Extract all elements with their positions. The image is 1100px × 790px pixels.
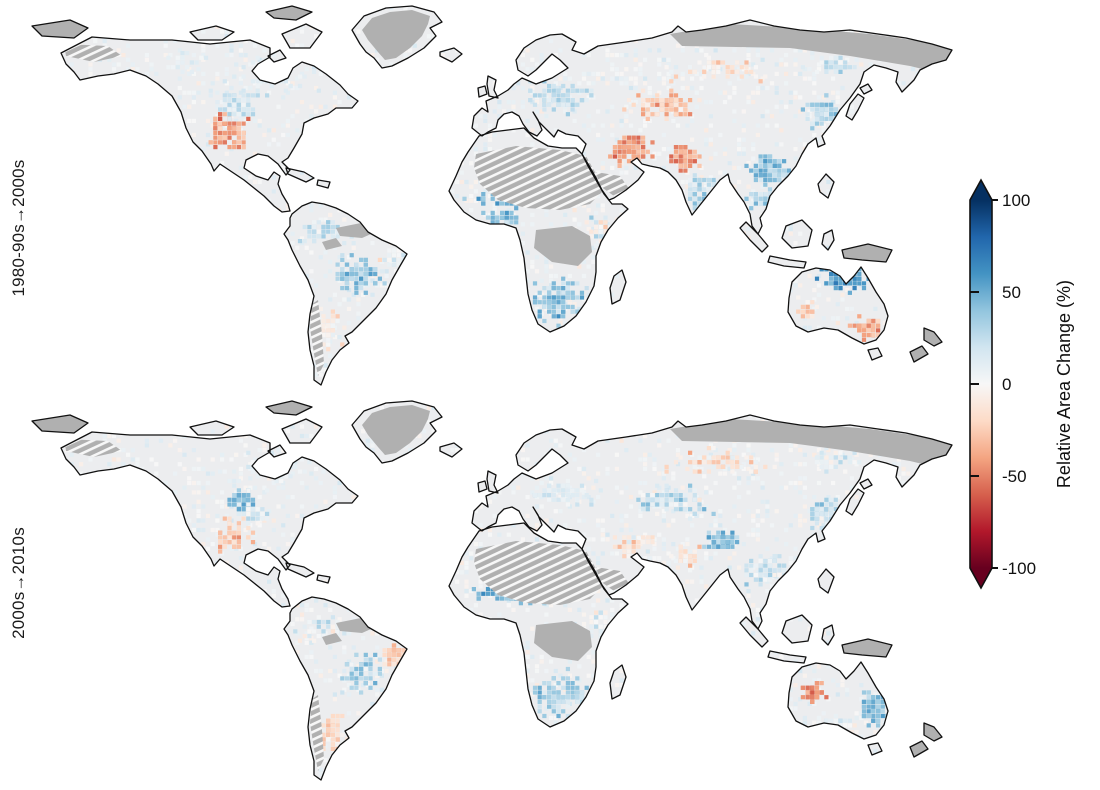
world-map-svg (31, 400, 953, 781)
colorbar: 100 50 0 -50 -100 Relative Area Change (… (969, 178, 1074, 590)
colorbar-tick-m100: -100 (1002, 559, 1036, 578)
panel-label-bottom: 2000s→2010s (9, 527, 28, 639)
no-data-regions (64, 405, 952, 771)
panel-label-top: 1980-90s→2000s (9, 159, 28, 297)
colorbar-title: Relative Area Change (%) (1054, 280, 1074, 488)
world-map-panel-1 (30, 4, 960, 389)
world-map-panel-2 (30, 399, 960, 784)
no-data-regions (64, 10, 952, 376)
world-map-svg (31, 5, 953, 386)
colorbar-tick-50: 50 (1002, 283, 1021, 302)
colorbar-tick-m50: -50 (1002, 467, 1027, 486)
coastlines (31, 5, 953, 386)
coastlines (31, 400, 953, 781)
colorbar-ticks (970, 199, 998, 569)
colorbar-tick-0: 0 (1002, 375, 1011, 394)
colorbar-tick-100: 100 (1002, 191, 1030, 210)
